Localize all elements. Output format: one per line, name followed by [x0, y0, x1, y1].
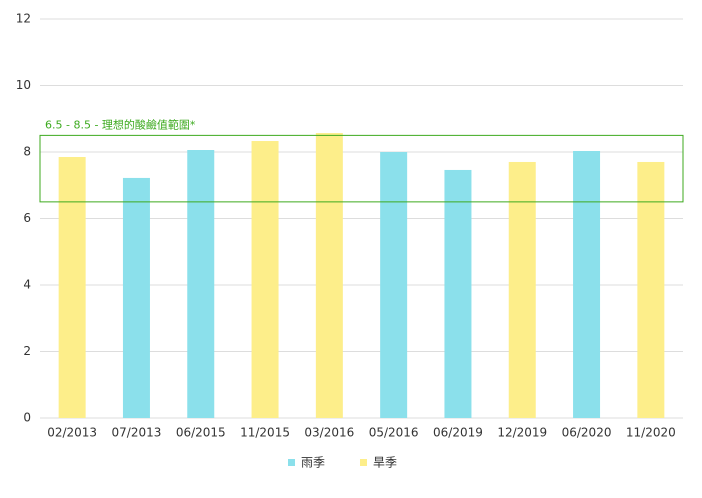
x-tick-label: 05/2016	[369, 426, 419, 440]
reference-band	[39, 134, 684, 203]
y-tick-label: 10	[16, 78, 31, 92]
bar	[251, 141, 279, 418]
bar	[637, 161, 665, 418]
bar	[315, 133, 343, 419]
y-tick-label: 8	[23, 145, 31, 159]
bar	[122, 177, 150, 418]
legend-marker	[360, 459, 367, 466]
x-tick-label: 12/2019	[497, 426, 547, 440]
bar	[187, 150, 215, 418]
bar	[444, 169, 472, 418]
band-label: 6.5 - 8.5 - 理想的酸鹼值範圍*	[45, 117, 196, 131]
y-tick-label: 0	[23, 411, 31, 425]
x-tick-label: 06/2015	[176, 426, 226, 440]
y-tick-label: 4	[23, 278, 31, 292]
y-tick-label: 2	[23, 344, 31, 358]
legend-label: 旱季	[373, 456, 397, 470]
x-tick-label: 02/2013	[47, 426, 97, 440]
bar	[58, 156, 86, 419]
x-tick-label: 06/2020	[562, 426, 612, 440]
x-tick-label: 11/2020	[626, 426, 676, 440]
bar	[508, 161, 536, 418]
bar	[573, 151, 601, 418]
x-tick-label: 06/2019	[433, 426, 483, 440]
legend-label: 雨季	[301, 456, 325, 470]
y-tick-label: 12	[16, 12, 31, 26]
x-tick-label: 11/2015	[240, 426, 290, 440]
bar	[380, 152, 408, 418]
x-tick-label: 07/2013	[112, 426, 162, 440]
x-tick-label: 03/2016	[304, 426, 354, 440]
y-tick-label: 6	[23, 211, 31, 225]
legend-marker	[288, 459, 295, 466]
